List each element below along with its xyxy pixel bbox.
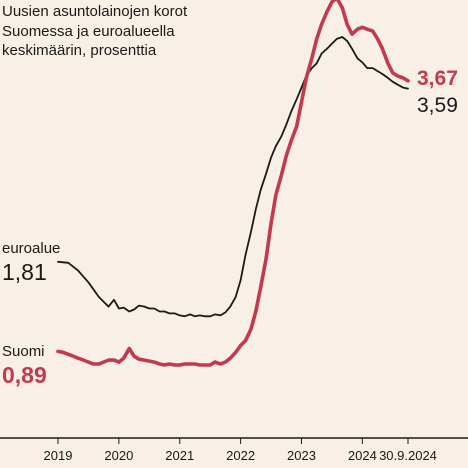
x-tick-label: 2023: [287, 448, 316, 463]
title-line-3: keskimäärin, prosenttia: [2, 42, 157, 59]
x-tick-label: 2020: [104, 448, 133, 463]
x-tick-label: 2019: [44, 448, 73, 463]
suomi-name-label: Suomi: [2, 343, 45, 360]
euroalue-name-label: euroalue: [2, 240, 61, 257]
x-tick-label: 2021: [165, 448, 194, 463]
suomi-start-value: 0,89: [2, 362, 47, 388]
series-layer: [56, 0, 410, 367]
title-line-2: Suomessa ja euroalueella: [2, 22, 175, 40]
euroalue-start-value: 1,81: [2, 259, 47, 285]
x-axis: 2019 2020 2021 2022 2023 2024 30.9.2024: [0, 437, 468, 463]
suomi-end-value: 3,67: [417, 67, 458, 90]
x-tick-label: 2024: [348, 448, 377, 463]
x-tick-label: 2022: [226, 448, 255, 463]
euroalue-end-value: 3,59: [417, 94, 458, 117]
x-tick-label: 30.9.2024: [379, 448, 437, 463]
title-line-1: Uusien asuntolainojen korot: [2, 3, 188, 20]
euroalue-line: [57, 36, 409, 318]
chart-title: Uusien asuntolainojen korot Suomessa ja …: [2, 2, 187, 61]
suomi-line: [56, 0, 410, 367]
